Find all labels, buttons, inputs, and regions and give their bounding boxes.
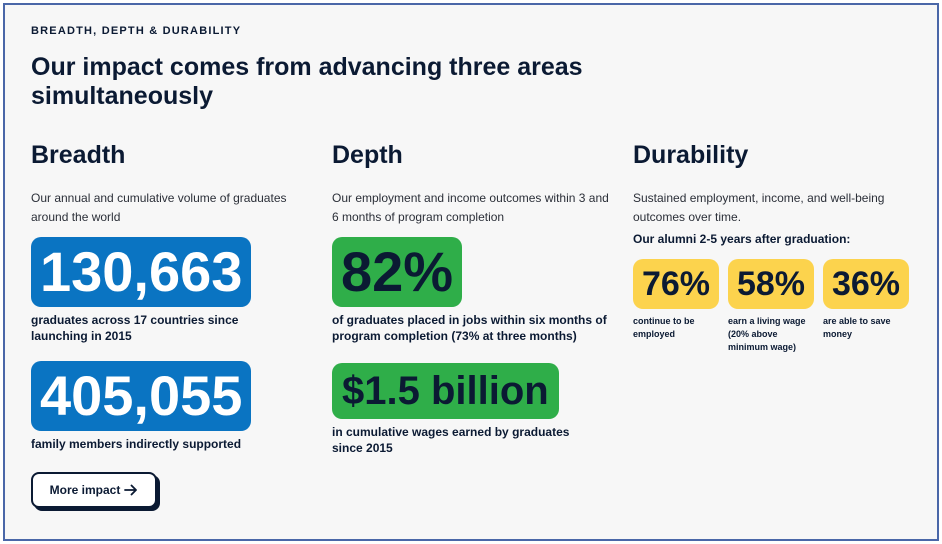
- depth-description: Our employment and income outcomes withi…: [332, 191, 609, 224]
- impact-section: BREADTH, DEPTH & DURABILITY Our impact c…: [3, 3, 939, 541]
- stat-caption: of graduates placed in jobs within six m…: [332, 313, 607, 343]
- stat-value: 76%: [633, 259, 719, 309]
- depth-stat-wages: $1.5 billion in cumulative wages earned …: [332, 363, 592, 456]
- arrow-right-icon: [124, 484, 138, 496]
- stat-value: 405,055: [31, 361, 252, 431]
- durability-column: Durability Sustained employment, income,…: [633, 141, 923, 352]
- stat-value: 36%: [823, 259, 909, 309]
- durability-subheading: Our alumni 2-5 years after graduation:: [633, 232, 851, 246]
- stat-caption: earn a living wage (20% above minimum wa…: [728, 316, 806, 352]
- stat-value: 130,663: [31, 237, 252, 307]
- more-impact-button[interactable]: More impact: [31, 472, 157, 508]
- breadth-title: Breadth: [31, 141, 126, 169]
- stat-value: 82%: [332, 237, 463, 307]
- durability-stat-save: 36% are able to save money: [823, 259, 909, 354]
- durability-title: Durability: [633, 141, 749, 169]
- durability-stat-living-wage: 58% earn a living wage (20% above minimu…: [728, 259, 814, 354]
- stat-caption: in cumulative wages earned by graduates …: [332, 425, 570, 455]
- depth-title: Depth: [332, 141, 403, 169]
- stat-caption: continue to be employed: [633, 316, 695, 339]
- breadth-stat-graduates: 130,663 graduates across 17 countries si…: [31, 237, 271, 344]
- eyebrow-label: BREADTH, DEPTH & DURABILITY: [31, 25, 242, 37]
- durability-stats: 76% continue to be employed 58% earn a l…: [633, 259, 909, 354]
- depth-stat-placement: 82% of graduates placed in jobs within s…: [332, 237, 612, 344]
- breadth-stat-family: 405,055 family members indirectly suppor…: [31, 361, 291, 453]
- durability-stat-employed: 76% continue to be employed: [633, 259, 719, 354]
- section-headline: Our impact comes from advancing three ar…: [31, 53, 583, 110]
- depth-column: Depth Our employment and income outcomes…: [332, 141, 622, 455]
- durability-description: Sustained employment, income, and well-b…: [633, 191, 885, 224]
- more-impact-label: More impact: [49, 483, 121, 497]
- stat-caption: graduates across 17 countries since laun…: [31, 313, 239, 343]
- breadth-column: Breadth Our annual and cumulative volume…: [31, 141, 311, 451]
- stat-value: $1.5 billion: [332, 363, 559, 419]
- stat-caption: family members indirectly supported: [31, 437, 242, 451]
- breadth-description: Our annual and cumulative volume of grad…: [31, 191, 287, 224]
- stat-value: 58%: [728, 259, 814, 309]
- stat-caption: are able to save money: [823, 316, 891, 339]
